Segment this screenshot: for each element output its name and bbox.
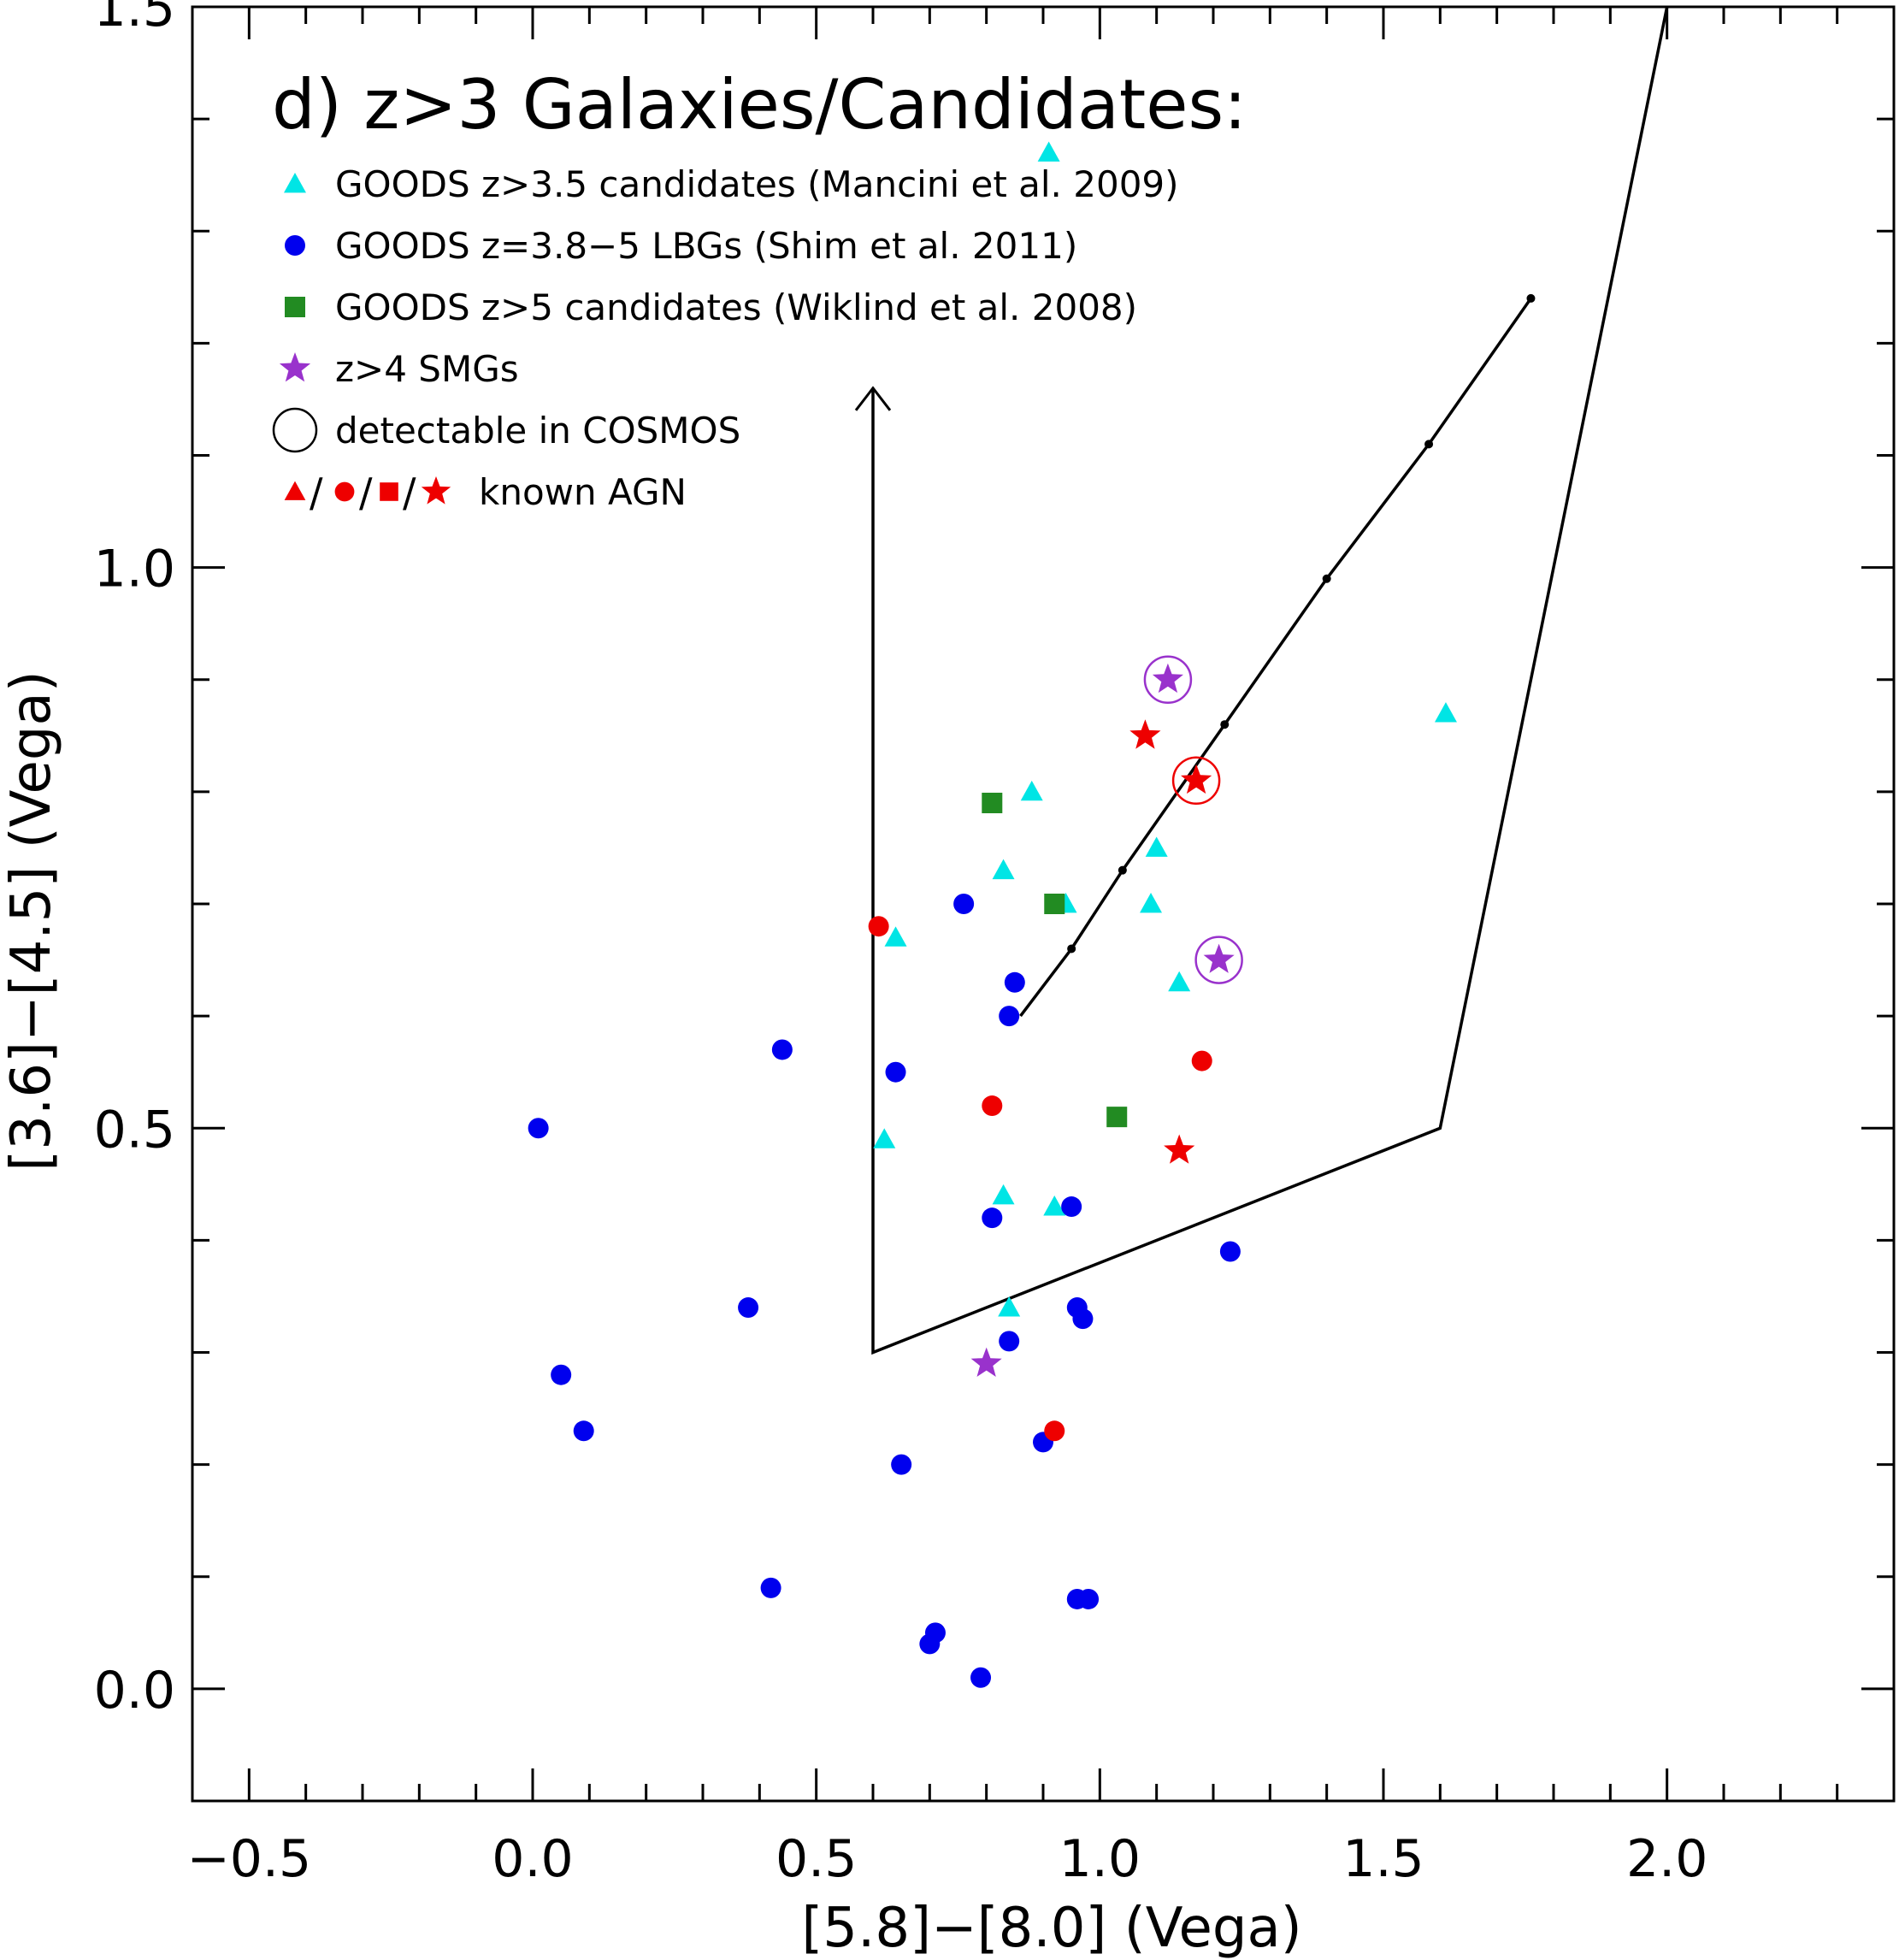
chart-title: d) z>3 Galaxies/Candidates: (272, 65, 1247, 145)
legend-label: z>4 SMGs (335, 348, 519, 390)
legend-agn-triangle-icon (284, 481, 306, 500)
legend-agn-circle-icon (334, 481, 355, 502)
plot-frame (191, 5, 1896, 1803)
known-agn-circles-point (868, 916, 889, 937)
known-agn-stars-point (1129, 719, 1161, 749)
legend: GOODS z>3.5 candidates (Mancini et al. 2… (272, 163, 1179, 516)
goods-z-3-8-5-lbgs-shim-et-al-2011-point (551, 1364, 572, 1385)
goods-z-3-8-5-lbgs-shim-et-al-2011-point (573, 1420, 594, 1442)
data-points (528, 141, 1457, 1688)
known-agn-circles-point (982, 1095, 1003, 1117)
x-tick-label: 0.0 (492, 1829, 573, 1889)
x-tick-label: 1.0 (1059, 1829, 1141, 1889)
goods-z-3-5-candidates-mancini-et-al-2009-point (1145, 836, 1168, 857)
goods-z-3-5-candidates-mancini-et-al-2009-point (992, 859, 1015, 880)
goods-z-3-5-candidates-mancini-et-al-2009-point (1037, 141, 1060, 162)
x-tick-label: −0.5 (186, 1829, 311, 1889)
track-node (1220, 720, 1230, 729)
legend-label: GOODS z>3.5 candidates (Mancini et al. 2… (335, 163, 1179, 205)
y-tick-label: 0.0 (94, 1661, 175, 1721)
z-4-smgs-point (970, 1347, 1002, 1377)
detectable-ring (1194, 936, 1243, 984)
legend-star-icon (279, 352, 311, 382)
legend-slash: / (310, 469, 323, 516)
x-tick-label: 2.0 (1626, 1829, 1707, 1889)
x-axis-label: [5.8]−[8.0] (Vega) (801, 1897, 1301, 1960)
legend-square-icon (285, 297, 305, 317)
goods-z-3-8-5-lbgs-shim-et-al-2011-point (953, 894, 975, 914)
goods-z-3-8-5-lbgs-shim-et-al-2011-point (1072, 1308, 1094, 1330)
y-tick-label: 0.5 (94, 1100, 175, 1160)
known-agn-circles-point (1191, 1050, 1212, 1072)
track-node (1322, 574, 1331, 583)
goods-z-3-8-5-lbgs-shim-et-al-2011-point (919, 1633, 941, 1655)
legend-agn-star-icon (421, 476, 451, 505)
goods-z-3-8-5-lbgs-shim-et-al-2011-point (891, 1454, 912, 1475)
goods-z-3-8-5-lbgs-shim-et-al-2011-point (738, 1297, 759, 1319)
color-wedge-annotations (854, 6, 1669, 1355)
legend-label: GOODS z>5 candidates (Wiklind et al. 200… (335, 286, 1137, 328)
legend-label: detectable in COSMOS (335, 410, 740, 452)
track-node (1424, 440, 1434, 449)
known-agn-stars-point (1164, 1134, 1195, 1164)
goods-z-3-5-candidates-mancini-et-al-2009-point (992, 1184, 1015, 1205)
axis-ticks (191, 5, 1896, 1803)
z-4-smgs-point (1203, 943, 1235, 973)
legend-slash: / (359, 469, 373, 516)
x-tick-label: 0.5 (776, 1829, 857, 1889)
goods-z-3-5-candidates-mancini-et-al-2009-point (1168, 971, 1191, 992)
known-agn-circles-point (1044, 1420, 1065, 1442)
track-node (1526, 293, 1536, 303)
detectable-ring (1171, 756, 1221, 806)
y-tick-label: 1.0 (94, 540, 175, 599)
track-node (1067, 944, 1076, 953)
y-axis-label: [3.6]−[4.5] (Vega) (0, 670, 63, 1171)
goods-z-3-8-5-lbgs-shim-et-al-2011-point (999, 1331, 1020, 1352)
goods-z-3-8-5-lbgs-shim-et-al-2011-point (771, 1039, 793, 1060)
goods-z-3-8-5-lbgs-shim-et-al-2011-point (1004, 971, 1025, 993)
y-tick-label: 1.5 (94, 0, 175, 38)
goods-z-3-8-5-lbgs-shim-et-al-2011-point (528, 1118, 549, 1139)
goods-z-3-5-candidates-mancini-et-al-2009-point (1434, 702, 1457, 723)
arrow-head (854, 386, 892, 411)
goods-z-3-8-5-lbgs-shim-et-al-2011-point (982, 1207, 1003, 1229)
goods-z-5-candidates-wiklind-et-al-2008-point (1106, 1107, 1128, 1128)
goods-z-3-5-candidates-mancini-et-al-2009-point (1043, 1195, 1066, 1216)
goods-z-3-5-candidates-mancini-et-al-2009-point (998, 1296, 1021, 1317)
goods-z-3-8-5-lbgs-shim-et-al-2011-point (1078, 1588, 1100, 1609)
x-tick-labels: −0.5 0.0 0.5 1.0 1.5 2.0 (186, 1829, 1707, 1889)
goods-z-3-8-5-lbgs-shim-et-al-2011-point (1061, 1196, 1082, 1218)
goods-z-3-8-5-lbgs-shim-et-al-2011-point (999, 1006, 1020, 1027)
legend-circle-icon (285, 235, 305, 256)
legend-open-circle-icon (272, 407, 318, 453)
legend-label: GOODS z=3.8−5 LBGs (Shim et al. 2011) (335, 225, 1077, 267)
z-4-smgs-point (1152, 663, 1183, 694)
goods-z-3-8-5-lbgs-shim-et-al-2011-point (885, 1061, 906, 1083)
goods-z-3-8-5-lbgs-shim-et-al-2011-point (1219, 1241, 1241, 1262)
legend-agn-square-icon (380, 482, 398, 501)
goods-z-3-5-candidates-mancini-et-al-2009-point (873, 1128, 896, 1148)
goods-z-3-5-candidates-mancini-et-al-2009-point (884, 926, 907, 947)
legend-slash: / (403, 469, 416, 516)
selection-wedge-line (871, 6, 1669, 1355)
goods-z-3-5-candidates-mancini-et-al-2009-point (1140, 893, 1163, 913)
x-tick-label: 1.5 (1342, 1829, 1424, 1889)
detectable-ring (1143, 655, 1193, 704)
y-tick-labels: 0.0 0.5 1.0 1.5 (94, 0, 175, 1721)
known-agn-stars-point (1181, 764, 1212, 794)
legend-triangle-icon (284, 173, 306, 193)
goods-z-3-5-candidates-mancini-et-al-2009-point (1020, 780, 1043, 801)
track-node (1118, 865, 1127, 875)
goods-z-5-candidates-wiklind-et-al-2008-point (1044, 894, 1065, 914)
goods-z-5-candidates-wiklind-et-al-2008-point (982, 792, 1003, 813)
goods-z-3-8-5-lbgs-shim-et-al-2011-point (760, 1577, 781, 1598)
goods-z-3-8-5-lbgs-shim-et-al-2011-point (970, 1667, 992, 1688)
legend-label: known AGN (479, 471, 687, 513)
